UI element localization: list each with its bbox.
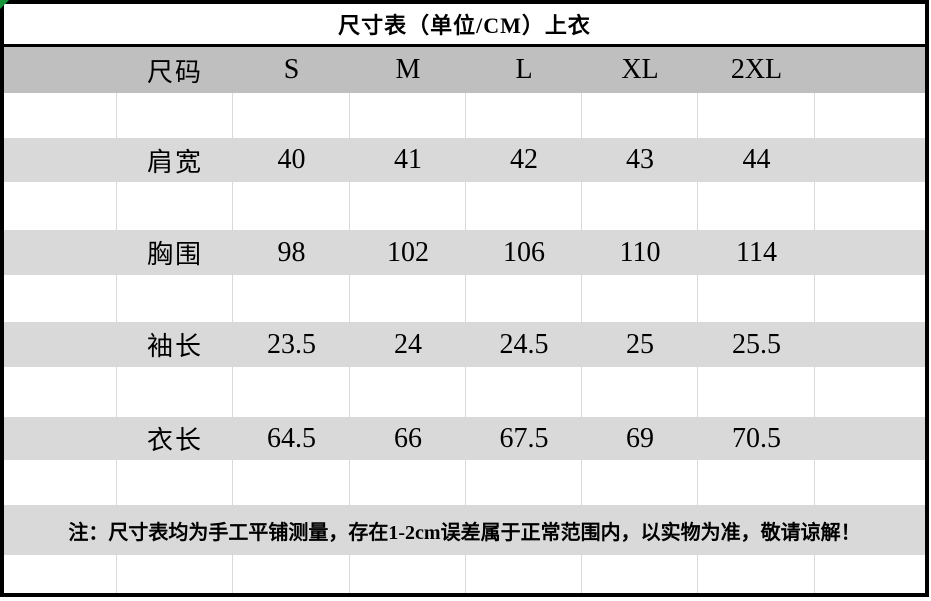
header-cell-size-l: L	[515, 54, 533, 85]
row-value: 25.5	[732, 328, 781, 360]
row-value: 42	[510, 144, 538, 175]
spacer-row	[4, 367, 925, 417]
row-value: 70.5	[732, 422, 781, 454]
table-row-length: 衣长 64.5 66 67.5 69 70.5	[4, 417, 925, 460]
row-value: 24.5	[499, 328, 549, 360]
header-cell-size-m: M	[395, 54, 421, 85]
spacer-row	[4, 275, 925, 322]
header-cell-size-2xl: 2XL	[730, 54, 783, 85]
row-label: 袖长	[146, 332, 203, 361]
row-value: 40	[277, 144, 306, 175]
header-cell-empty	[4, 47, 117, 93]
row-value: 43	[626, 144, 654, 175]
spacer-row	[4, 460, 925, 505]
table-row-chest: 胸围 98 102 106 110 114	[4, 230, 925, 275]
row-value: 114	[736, 236, 777, 268]
note-row: 注：尺寸表均为手工平铺测量，存在1-2cm误差属于正常范围内，以实物为准，敬请谅…	[4, 505, 925, 555]
spacer-row	[4, 555, 925, 593]
header-cell-empty	[815, 47, 925, 93]
row-value: 24	[394, 328, 422, 360]
table-title-row: 尺寸表（单位/CM）上衣	[4, 4, 925, 44]
table-title: 尺寸表（单位/CM）上衣	[338, 13, 591, 38]
title-divider	[4, 44, 925, 47]
row-value: 67.5	[499, 422, 549, 454]
row-value: 64.5	[267, 422, 316, 454]
row-value: 66	[394, 422, 422, 454]
header-cell-size-label: 尺码	[146, 57, 203, 87]
table-header-row: 尺码 S M L XL 2XL	[4, 47, 925, 93]
measurement-note: 注：尺寸表均为手工平铺测量，存在1-2cm误差属于正常范围内，以实物为准，敬请谅…	[68, 521, 861, 544]
row-value: 110	[619, 236, 661, 268]
row-value: 41	[394, 144, 422, 175]
row-value: 102	[387, 236, 429, 268]
row-value: 44	[742, 144, 771, 175]
row-label: 肩宽	[146, 147, 203, 177]
row-label: 胸围	[146, 240, 203, 269]
row-value: 25	[626, 328, 654, 360]
green-triangle-marker-icon	[0, 0, 9, 9]
header-cell-size-s: S	[283, 54, 300, 85]
row-value: 98	[277, 236, 306, 268]
header-cell-size-xl: XL	[621, 54, 659, 85]
table-row-shoulder: 肩宽 40 41 42 43 44	[4, 138, 925, 182]
spacer-row	[4, 93, 925, 138]
row-value: 106	[503, 236, 545, 268]
row-value: 23.5	[267, 328, 316, 360]
row-value: 69	[626, 422, 654, 454]
row-label: 衣长	[146, 426, 203, 455]
spacer-row	[4, 182, 925, 230]
table-row-sleeve: 袖长 23.5 24 24.5 25 25.5	[4, 322, 925, 367]
